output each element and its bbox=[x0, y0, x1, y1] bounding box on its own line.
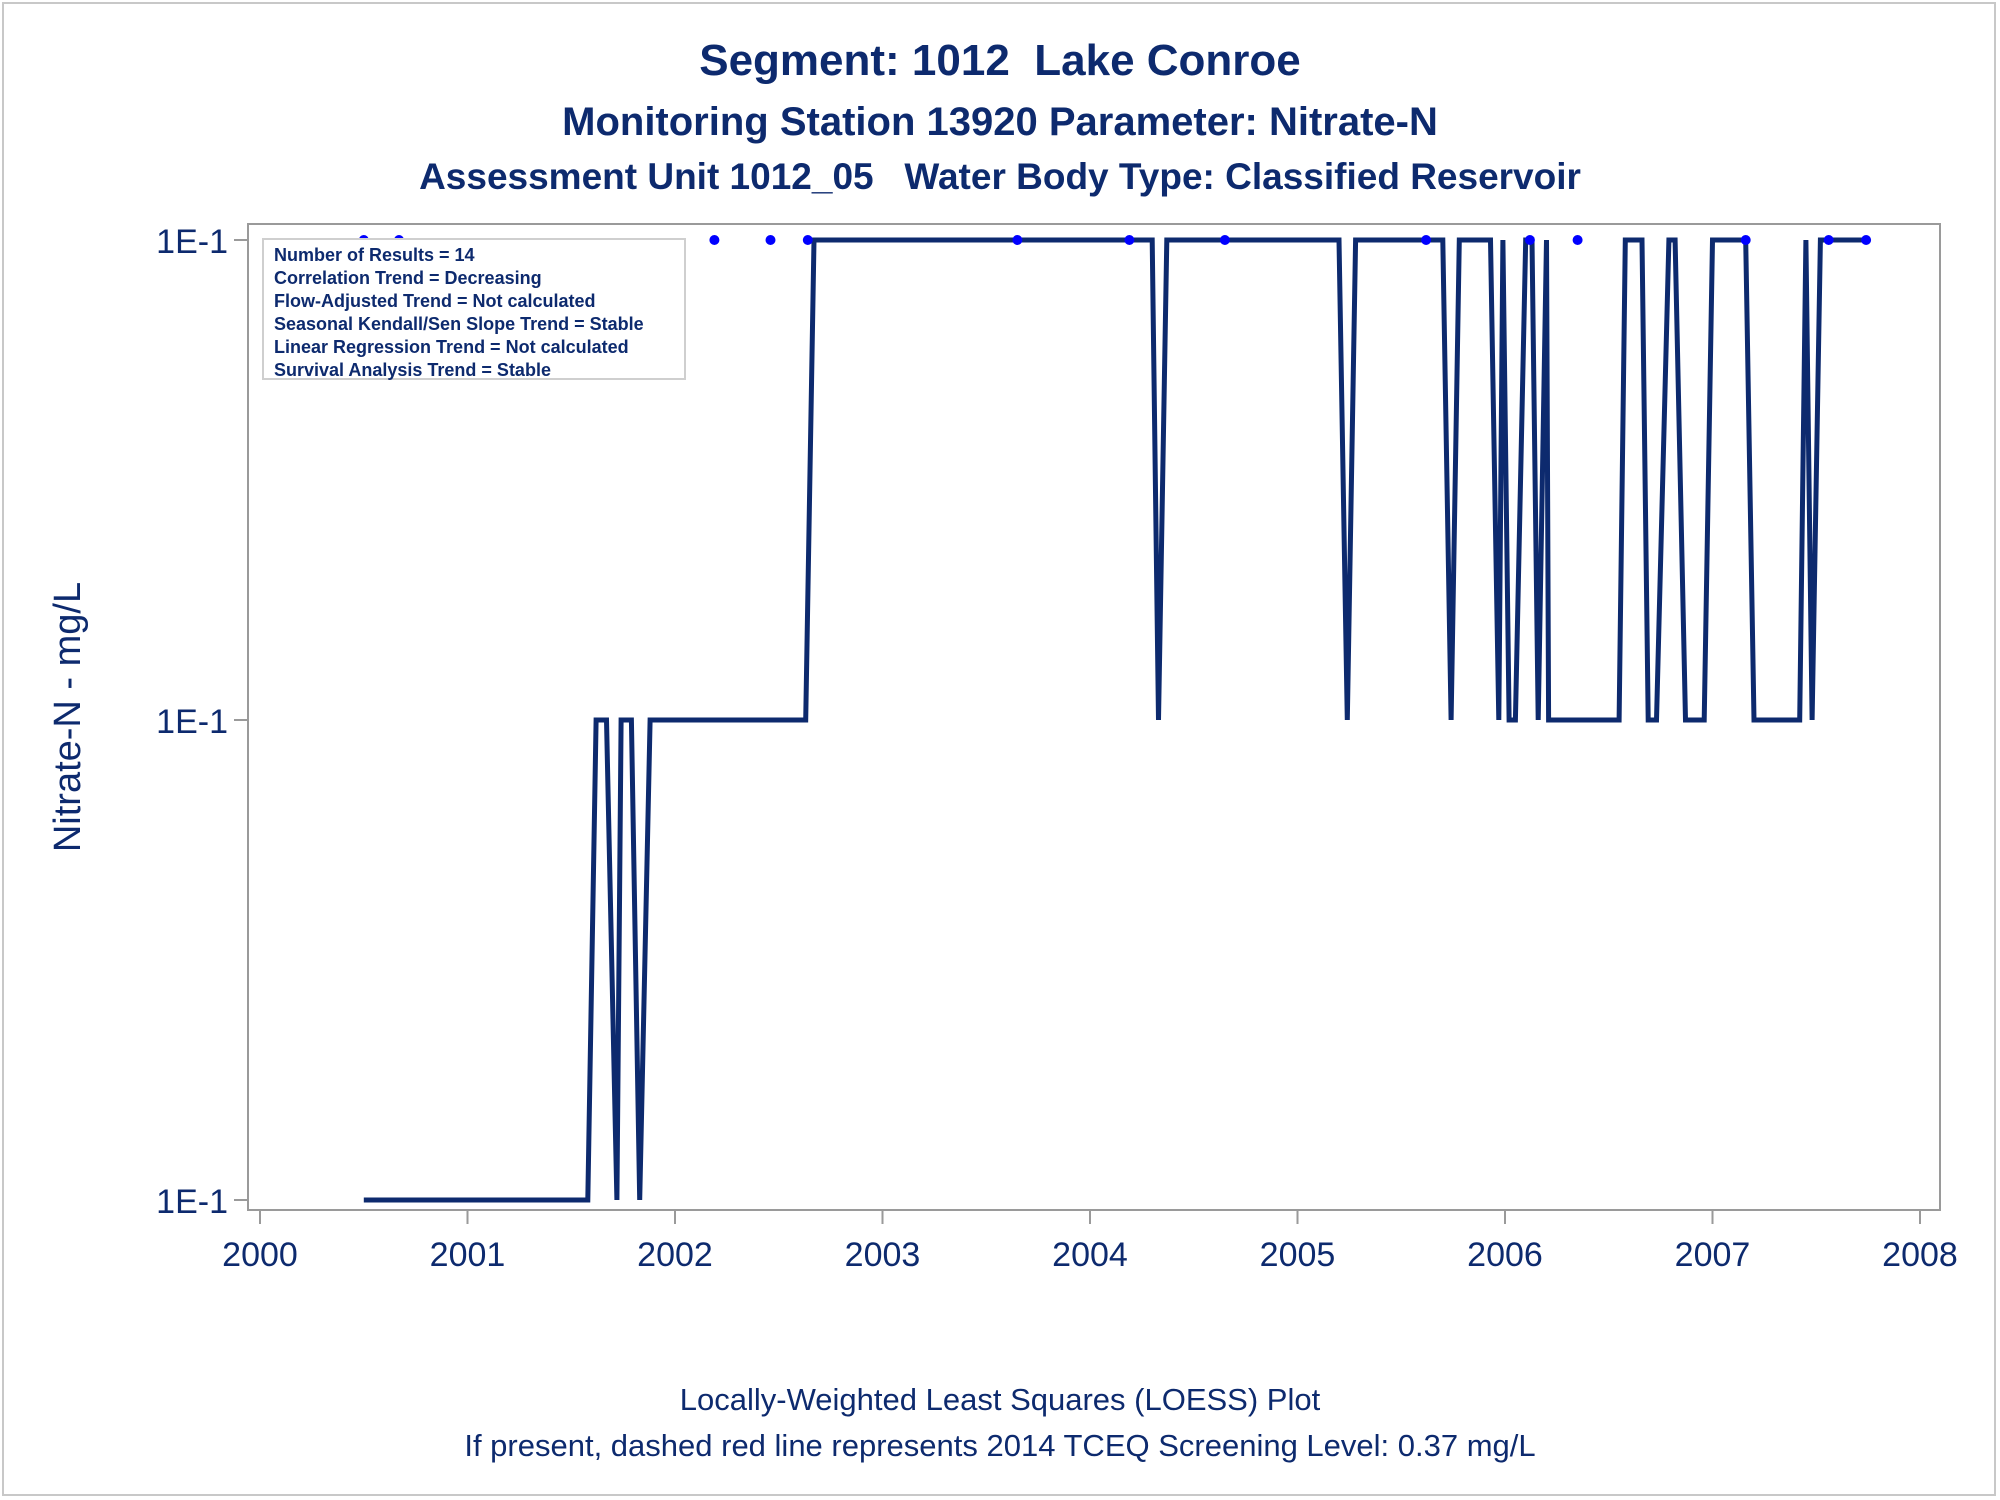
loess-line bbox=[363, 237, 1867, 1203]
x-tick-label: 2007 bbox=[1675, 1236, 1751, 1274]
x-axis: 2000 2001 2002 2003 2004 2005 2006 2007 2008 bbox=[222, 1210, 1958, 1274]
x-tick-label: 2005 bbox=[1260, 1236, 1336, 1274]
x-tick-label: 2004 bbox=[1052, 1236, 1128, 1274]
chart-title: Segment: 1012 Lake Conroe bbox=[699, 36, 1301, 85]
chart-subtitle-station: Monitoring Station 13920 Parameter: Nitr… bbox=[562, 100, 1438, 144]
data-point bbox=[765, 235, 776, 245]
y-tick-label: 1E-1 bbox=[156, 703, 228, 741]
stat-linear-regression-trend: Linear Regression Trend = Not calculated bbox=[274, 337, 629, 357]
x-tick-label: 2001 bbox=[430, 1236, 506, 1274]
data-point bbox=[1421, 235, 1432, 245]
data-point bbox=[1524, 235, 1535, 245]
data-point bbox=[1124, 235, 1135, 245]
stat-seasonal-kendall-trend: Seasonal Kendall/Sen Slope Trend = Stabl… bbox=[274, 314, 644, 334]
y-tick-label: 1E-1 bbox=[156, 223, 228, 261]
trend-stats-box: Number of Results = 14 Correlation Trend… bbox=[262, 238, 686, 380]
stat-flow-adjusted-trend: Flow-Adjusted Trend = Not calculated bbox=[274, 291, 596, 311]
data-point bbox=[1740, 235, 1751, 245]
stat-survival-analysis-trend: Survival Analysis Trend = Stable bbox=[274, 360, 551, 380]
data-point bbox=[709, 235, 720, 245]
x-tick-label: 2003 bbox=[845, 1236, 921, 1274]
data-point bbox=[1823, 235, 1834, 245]
data-point bbox=[1012, 235, 1023, 245]
chart-subtitle-assessment: Assessment Unit 1012_05 Water Body Type:… bbox=[419, 156, 1581, 197]
x-tick-label: 2002 bbox=[637, 1236, 713, 1274]
y-axis: 1E-1 1E-1 1E-1 bbox=[156, 223, 248, 1221]
footnote-loess: Locally-Weighted Least Squares (LOESS) P… bbox=[679, 1382, 1321, 1417]
data-point bbox=[802, 235, 813, 245]
data-point bbox=[1219, 235, 1230, 245]
data-point bbox=[1861, 235, 1872, 245]
data-point bbox=[1572, 235, 1583, 245]
stat-number-of-results: Number of Results = 14 bbox=[274, 245, 475, 265]
x-tick-label: 2008 bbox=[1882, 1236, 1958, 1274]
x-tick-label: 2000 bbox=[222, 1236, 298, 1274]
y-axis-label: Nitrate-N - mg/L bbox=[47, 582, 89, 852]
y-tick-label: 1E-1 bbox=[156, 1183, 228, 1221]
x-tick-label: 2006 bbox=[1467, 1236, 1543, 1274]
stat-correlation-trend: Correlation Trend = Decreasing bbox=[274, 268, 542, 288]
footnote-screening-level: If present, dashed red line represents 2… bbox=[464, 1428, 1536, 1463]
